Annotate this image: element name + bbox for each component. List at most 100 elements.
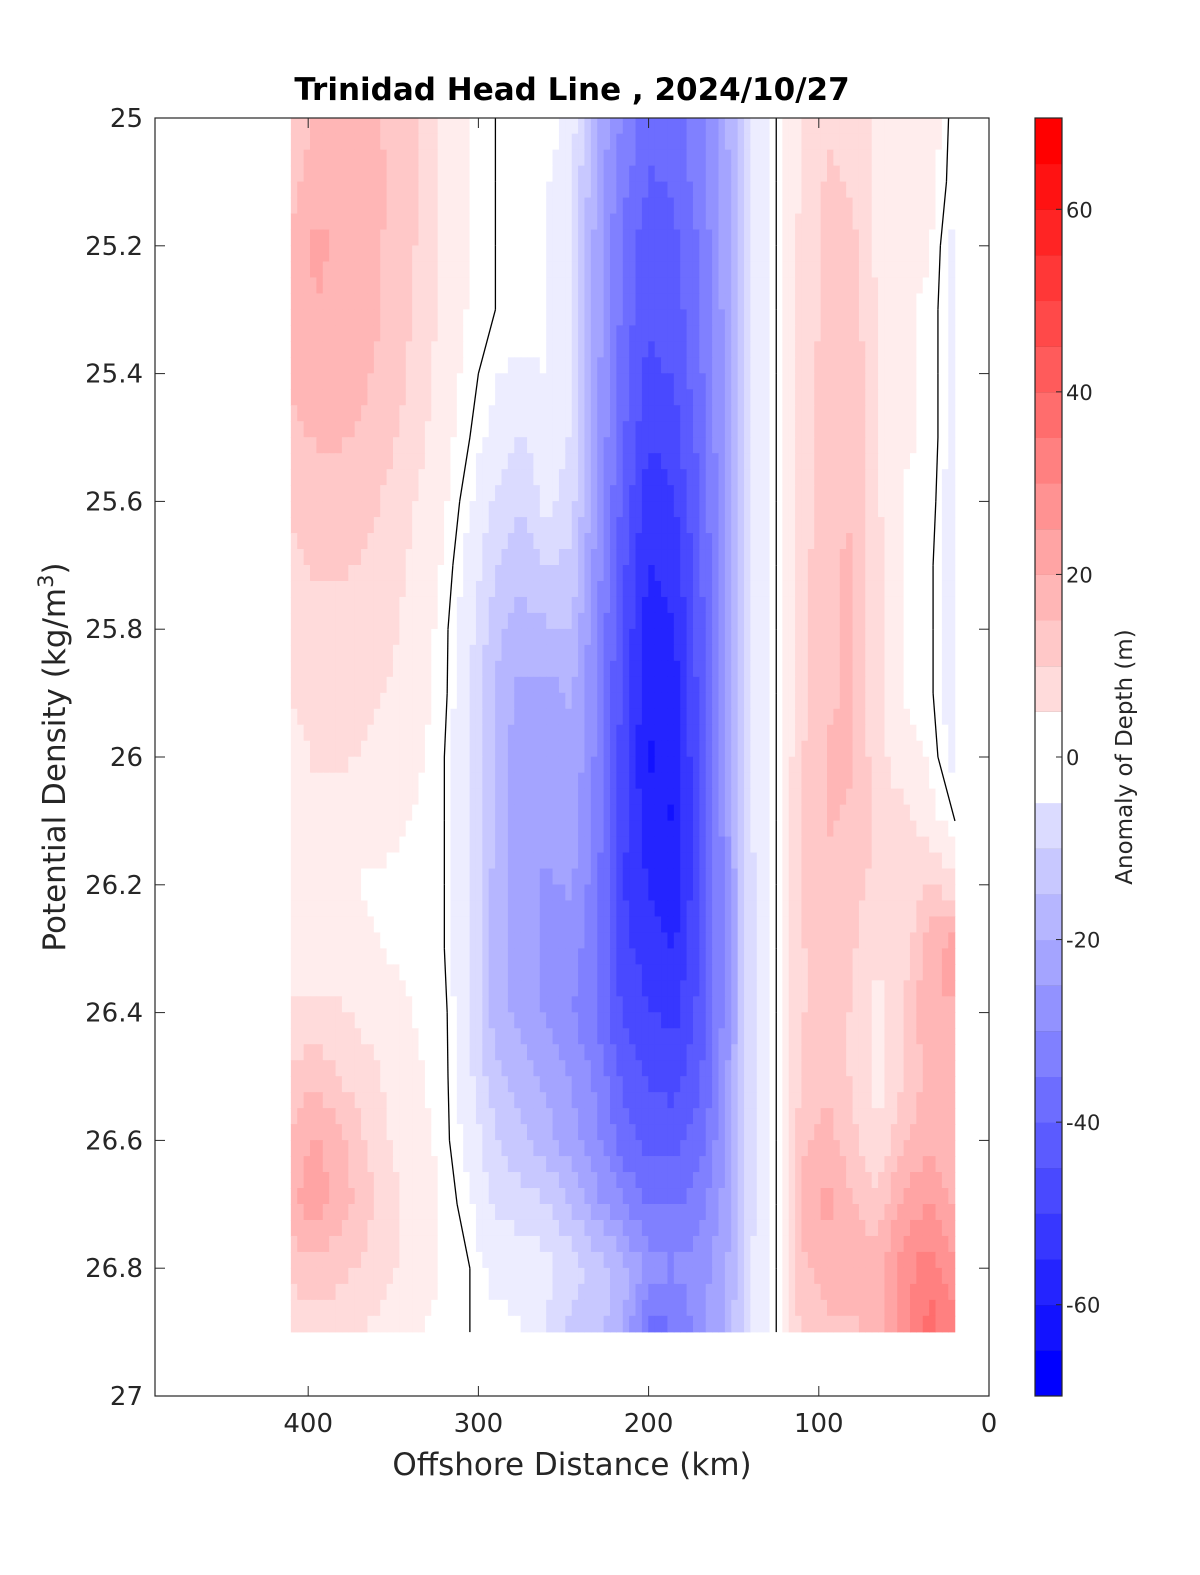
anomaly-cell (412, 740, 420, 758)
anomaly-cell (750, 165, 758, 183)
anomaly-cell (386, 261, 394, 279)
anomaly-cell (488, 501, 496, 518)
anomaly-cell (737, 756, 745, 774)
anomaly-cell (578, 804, 586, 822)
anomaly-cell (865, 453, 873, 470)
anomaly-cell (686, 309, 694, 326)
anomaly-cell (935, 309, 943, 326)
anomaly-cell (488, 165, 496, 183)
anomaly-cell (744, 293, 752, 310)
anomaly-cell (833, 565, 841, 582)
anomaly-cell (941, 389, 949, 406)
anomaly-cell (488, 740, 496, 758)
anomaly-cell (890, 389, 898, 406)
anomaly-cell (814, 772, 822, 790)
anomaly-cell (661, 660, 669, 678)
anomaly-cell (329, 788, 337, 806)
anomaly-cell (622, 389, 630, 406)
anomaly-cell (897, 118, 905, 135)
anomaly-cell (399, 165, 407, 183)
anomaly-cell (686, 149, 694, 167)
anomaly-cell (648, 373, 656, 390)
anomaly-cell (552, 580, 560, 598)
anomaly-cell (495, 197, 503, 215)
anomaly-cell (795, 197, 803, 215)
anomaly-cell (303, 341, 311, 358)
anomaly-cell (661, 740, 669, 758)
anomaly-cell (386, 596, 394, 614)
anomaly-cell (737, 644, 745, 662)
anomaly-cell (412, 453, 420, 470)
anomaly-cell (412, 517, 420, 534)
anomaly-cell (699, 325, 707, 342)
anomaly-cell (520, 740, 528, 758)
anomaly-cell (533, 788, 541, 806)
anomaly-cell (507, 628, 515, 646)
anomaly-cell (801, 341, 809, 358)
anomaly-cell (814, 628, 822, 646)
anomaly-cell (909, 485, 917, 502)
anomaly-cell (641, 533, 649, 550)
anomaly-cell (533, 245, 541, 263)
anomaly-cell (839, 868, 847, 886)
anomaly-cell (565, 501, 573, 518)
anomaly-cell (507, 517, 515, 534)
anomaly-cell (737, 676, 745, 694)
anomaly-cell (609, 788, 617, 806)
anomaly-cell (361, 868, 369, 886)
anomaly-cell (322, 596, 330, 614)
anomaly-cell (584, 149, 592, 167)
anomaly-cell (380, 676, 388, 694)
anomaly-cell (814, 708, 822, 726)
anomaly-cell (692, 517, 700, 534)
anomaly-cell (692, 868, 700, 886)
anomaly-cell (807, 133, 815, 151)
anomaly-cell (488, 549, 496, 566)
anomaly-cell (303, 357, 311, 374)
anomaly-cell (424, 724, 432, 742)
anomaly-cell (801, 772, 809, 790)
anomaly-cell (801, 133, 809, 151)
anomaly-cell (373, 580, 381, 598)
anomaly-cell (329, 245, 337, 263)
anomaly-cell (367, 213, 375, 231)
anomaly-cell (514, 341, 522, 358)
anomaly-cell (890, 804, 898, 822)
anomaly-cell (341, 644, 349, 662)
anomaly-cell (795, 533, 803, 550)
anomaly-cell (801, 469, 809, 486)
anomaly-cell (590, 389, 598, 406)
anomaly-cell (297, 437, 305, 454)
anomaly-cell (839, 644, 847, 662)
anomaly-cell (348, 245, 356, 263)
anomaly-cell (827, 277, 834, 295)
anomaly-cell (641, 565, 649, 582)
anomaly-cell (897, 628, 905, 646)
anomaly-cell (865, 357, 873, 374)
anomaly-cell (405, 868, 413, 886)
anomaly-cell (527, 357, 535, 374)
anomaly-cell (731, 181, 739, 199)
anomaly-cell (546, 565, 554, 582)
anomaly-cell (392, 325, 400, 342)
anomaly-cell (833, 389, 841, 406)
anomaly-cell (846, 501, 854, 518)
anomaly-cell (673, 772, 681, 790)
anomaly-cell (737, 836, 745, 854)
anomaly-cell (699, 724, 707, 742)
anomaly-cell (341, 517, 349, 534)
anomaly-cell (329, 596, 337, 614)
anomaly-cell (680, 628, 688, 646)
anomaly-cell (775, 644, 783, 662)
anomaly-cell (316, 485, 324, 502)
anomaly-cell (578, 676, 586, 694)
anomaly-cell (827, 852, 834, 870)
anomaly-cell (348, 341, 356, 358)
anomaly-cell (552, 501, 560, 518)
anomaly-cell (622, 485, 630, 502)
anomaly-cell (597, 293, 605, 310)
anomaly-cell (590, 501, 598, 518)
anomaly-cell (341, 261, 349, 279)
anomaly-cell (399, 341, 407, 358)
anomaly-cell (514, 453, 522, 470)
